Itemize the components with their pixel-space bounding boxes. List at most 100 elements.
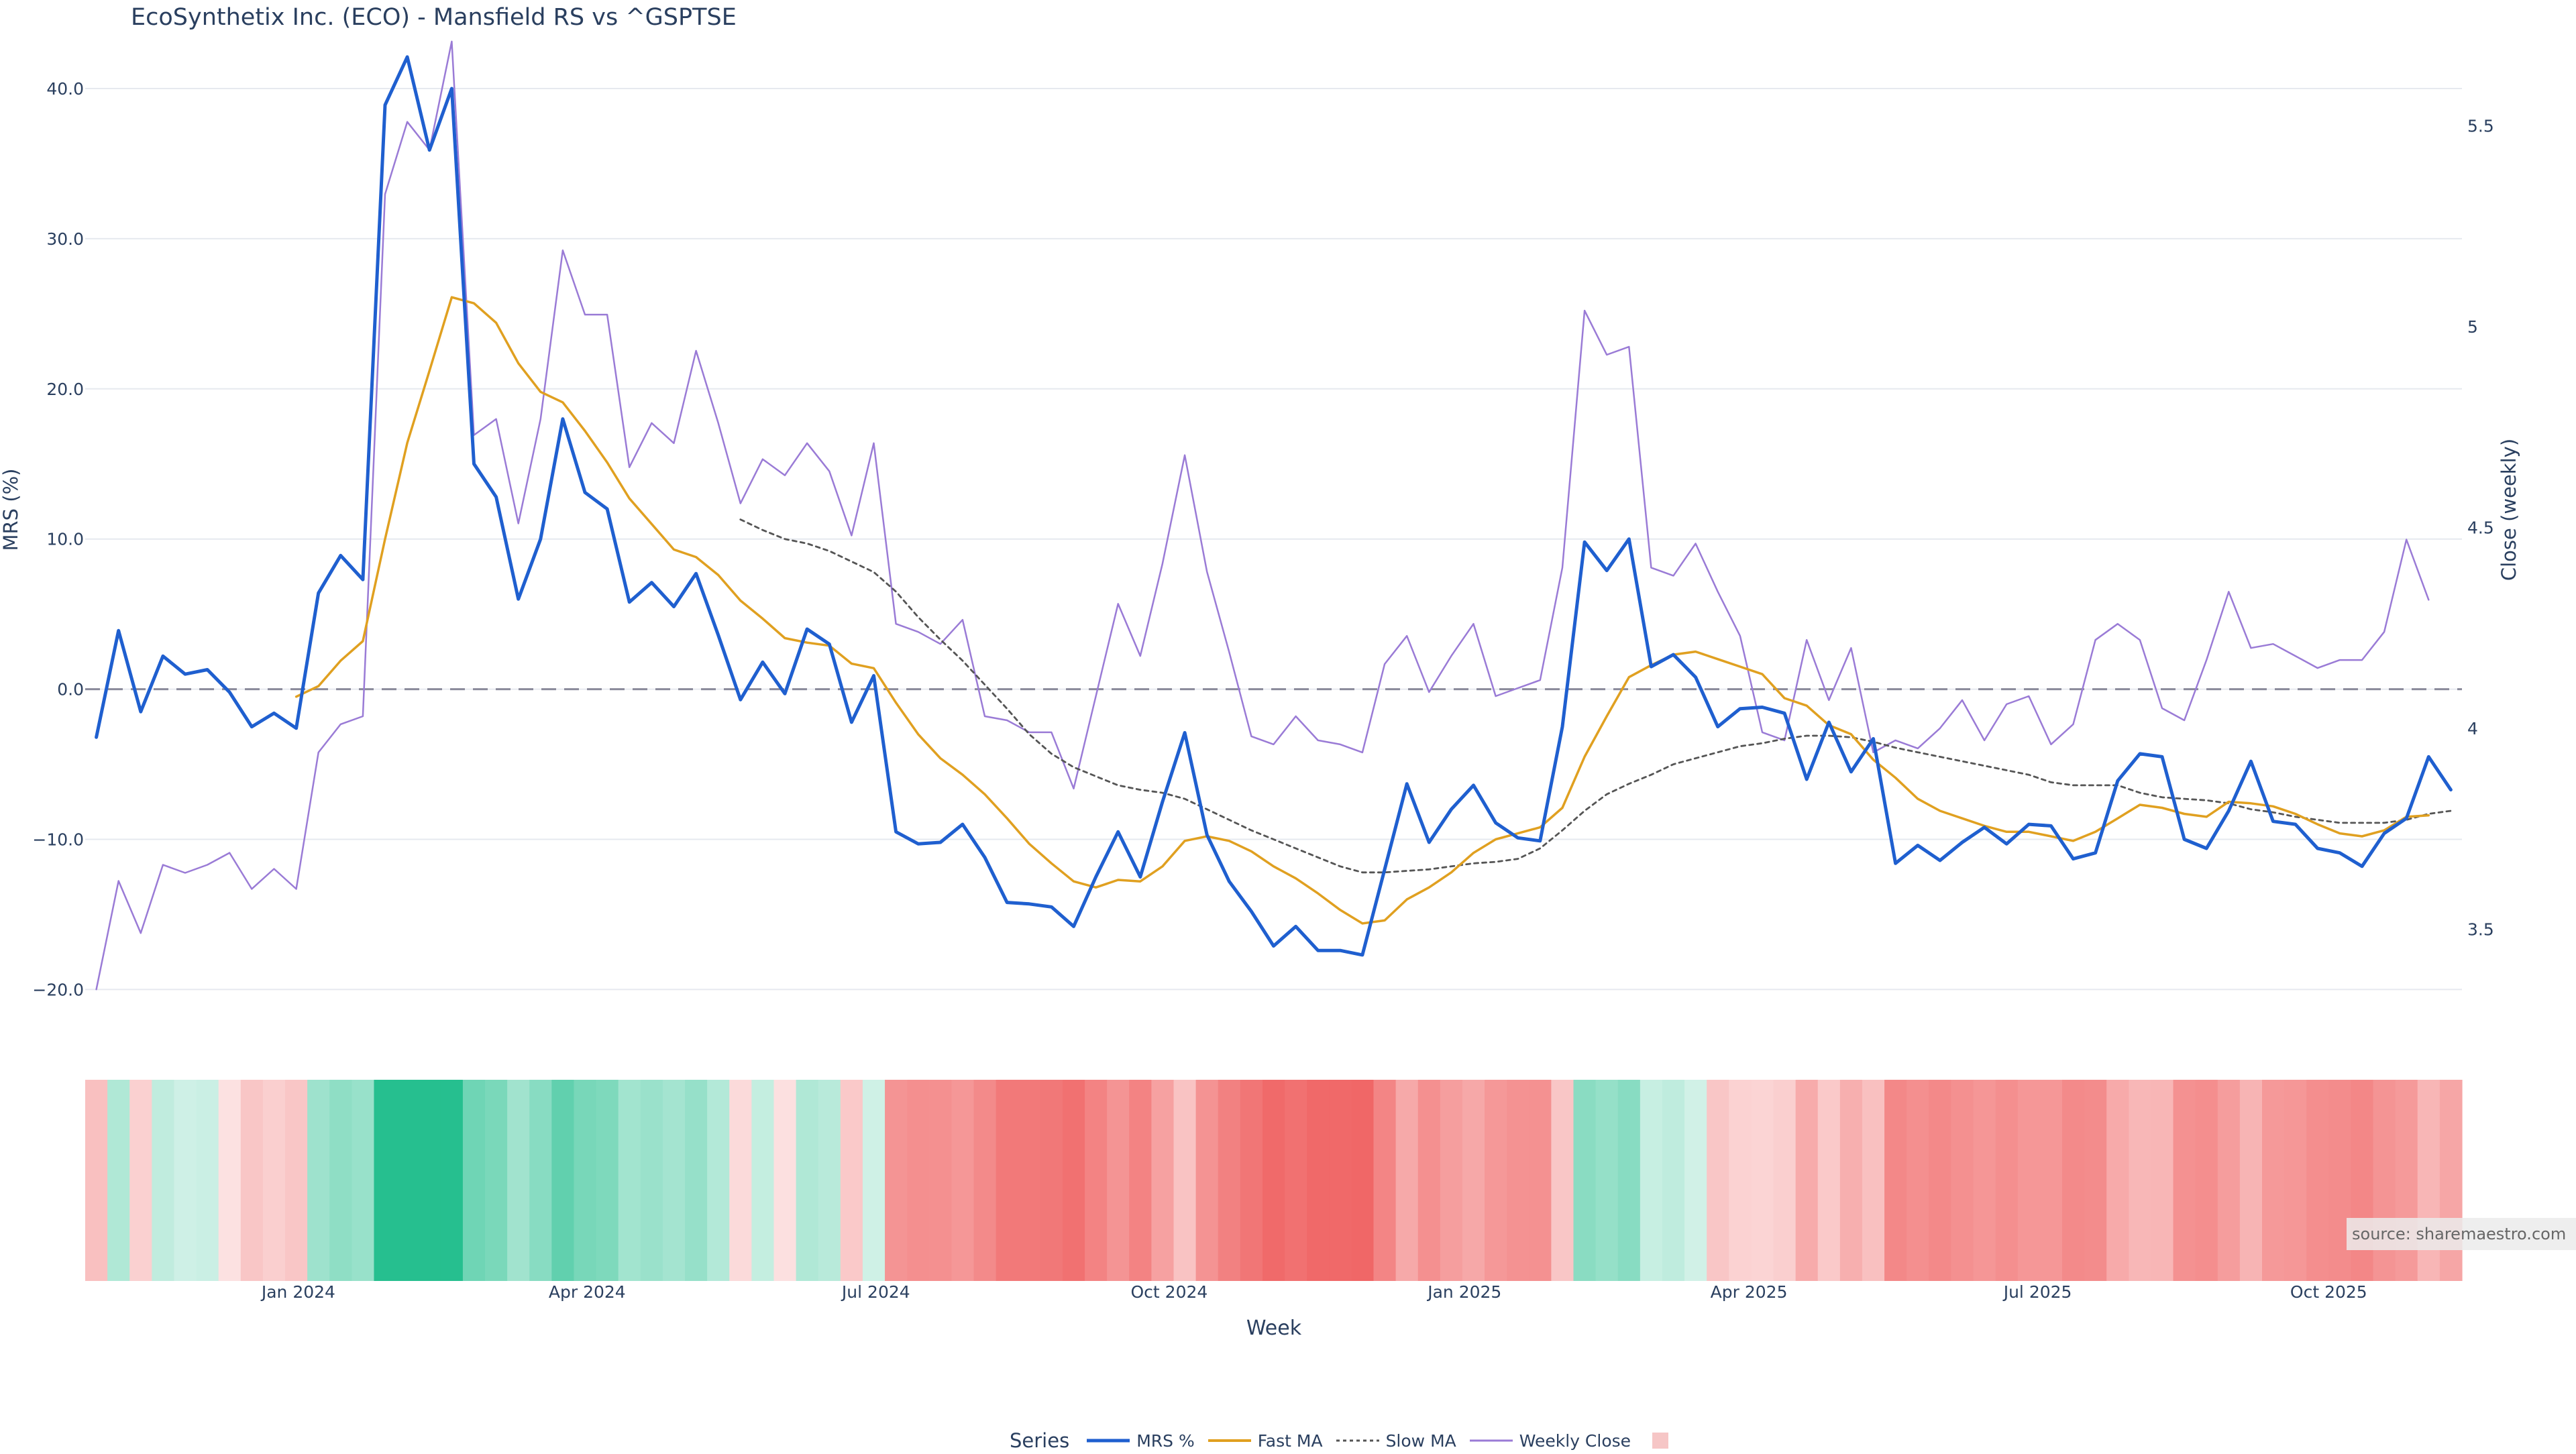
legend-item-mrs[interactable]: MRS %: [1087, 1431, 1195, 1451]
y2-tick-label: 3.5: [2467, 919, 2494, 939]
heat-cell: [662, 1080, 686, 1281]
heat-cell: [2306, 1080, 2329, 1281]
heat-cell: [840, 1080, 863, 1281]
legend-swatch-slow-ma: [1336, 1437, 1379, 1445]
heat-cell: [1485, 1080, 1507, 1281]
heat-cell: [196, 1080, 219, 1281]
heat-cell: [1329, 1080, 1352, 1281]
heat-cell: [352, 1080, 375, 1281]
legend-label-slow-ma: Slow MA: [1385, 1431, 1456, 1451]
mrs-heatmap-strip: [85, 1080, 2463, 1281]
heat-cell: [2106, 1080, 2129, 1281]
x-tick-label: Jan 2025: [1426, 1282, 1501, 1302]
heat-cell: [885, 1080, 908, 1281]
heat-cell: [2373, 1080, 2396, 1281]
x-tick-label: Jul 2025: [2002, 1282, 2072, 1302]
legend-item-fast-ma[interactable]: Fast MA: [1208, 1431, 1323, 1451]
heat-cell: [1417, 1080, 1441, 1281]
heat-cell: [685, 1080, 708, 1281]
heat-cell: [1507, 1080, 1529, 1281]
heat-cell: [174, 1080, 197, 1281]
weekly-close-line: [95, 40, 2430, 991]
heat-cell: [1018, 1080, 1041, 1281]
y-axis-label: MRS (%): [0, 469, 22, 551]
heat-cell: [1729, 1080, 1752, 1281]
heat-cell: [85, 1080, 108, 1281]
chart-title: EcoSynthetix Inc. (ECO) - Mansfield RS v…: [131, 4, 737, 31]
y2-axis-label: Close (weekly): [2498, 439, 2520, 581]
legend-swatch-mrs: [1087, 1437, 1130, 1445]
legend-title: Series: [1010, 1429, 1070, 1452]
heat-cell: [2173, 1080, 2196, 1281]
heat-cell: [2417, 1080, 2440, 1281]
heat-cell: [1617, 1080, 1641, 1281]
x-tick-label: Oct 2025: [2290, 1282, 2367, 1302]
legend-swatch-weekly-close: [1469, 1437, 1513, 1445]
heat-cell: [973, 1080, 997, 1281]
heat-cell: [1751, 1080, 1774, 1281]
legend-item-slow-ma[interactable]: Slow MA: [1336, 1431, 1456, 1451]
heat-cell: [1262, 1080, 1285, 1281]
heat-cell: [618, 1080, 641, 1281]
heat-cell: [2217, 1080, 2241, 1281]
heat-cell: [1995, 1080, 2019, 1281]
y-tick-label: 20.0: [46, 380, 84, 399]
heat-cell: [1151, 1080, 1175, 1281]
source-label: source: sharemaestro.com: [2347, 1218, 2576, 1250]
x-tick-label: Oct 2024: [1131, 1282, 1208, 1302]
heat-cell: [1795, 1080, 1819, 1281]
heat-cell: [2061, 1080, 2085, 1281]
heat-cell: [773, 1080, 797, 1281]
heat-cell: [907, 1080, 930, 1281]
series-lines: [85, 40, 2462, 991]
heat-cell: [218, 1080, 241, 1281]
heat-cell: [707, 1080, 730, 1281]
y-tick-label: 40.0: [46, 79, 84, 99]
y-tick-label: −20.0: [32, 980, 84, 999]
y2-tick-label: 4: [2467, 719, 2478, 738]
heat-cell: [574, 1080, 597, 1281]
heat-cell: [1929, 1080, 1952, 1281]
heat-cell: [418, 1080, 441, 1281]
heat-cell: [1684, 1080, 1707, 1281]
heat-cell: [1951, 1080, 1974, 1281]
legend-label-mrs: MRS %: [1136, 1431, 1195, 1451]
heat-cell: [2239, 1080, 2263, 1281]
legend-swatch-fast-ma: [1208, 1437, 1251, 1445]
heat-cell: [729, 1080, 752, 1281]
heat-cell: [1973, 1080, 1996, 1281]
heat-cell: [1351, 1080, 1375, 1281]
heat-cell: [2129, 1080, 2152, 1281]
legend-item-weekly-close[interactable]: Weekly Close: [1469, 1431, 1631, 1451]
heat-cell: [329, 1080, 352, 1281]
heat-cell: [1395, 1080, 1419, 1281]
heat-cell: [1129, 1080, 1152, 1281]
x-tick-label: Apr 2024: [549, 1282, 626, 1302]
heat-cell: [951, 1080, 975, 1281]
y-tick-label: 10.0: [46, 530, 84, 549]
heat-cell: [1107, 1080, 1130, 1281]
heat-cell: [1307, 1080, 1330, 1281]
heat-cell: [1218, 1080, 1241, 1281]
legend-item-heatmap[interactable]: [1644, 1433, 1669, 1449]
slow-ma-line: [739, 518, 2452, 874]
heat-cell: [596, 1080, 619, 1281]
x-tick-label: Apr 2025: [1711, 1282, 1788, 1302]
heat-cell: [307, 1080, 330, 1281]
heat-cell: [262, 1080, 286, 1281]
x-tick-label: Jul 2024: [841, 1282, 910, 1302]
heat-cell: [640, 1080, 663, 1281]
heat-cell: [751, 1080, 775, 1281]
mrs-line: [95, 55, 2453, 957]
heat-cell: [2395, 1080, 2418, 1281]
heat-cell: [1440, 1080, 1463, 1281]
heat-cell: [1040, 1080, 1063, 1281]
y2-tick-label: 5: [2467, 317, 2478, 337]
heat-cell: [107, 1080, 130, 1281]
heat-cell: [1551, 1080, 1574, 1281]
heat-cell: [1173, 1080, 1197, 1281]
y2-tick-label: 5.5: [2467, 117, 2494, 136]
heat-cell: [929, 1080, 952, 1281]
heat-cell: [2151, 1080, 2174, 1281]
y2-tick-label: 4.5: [2467, 518, 2494, 538]
